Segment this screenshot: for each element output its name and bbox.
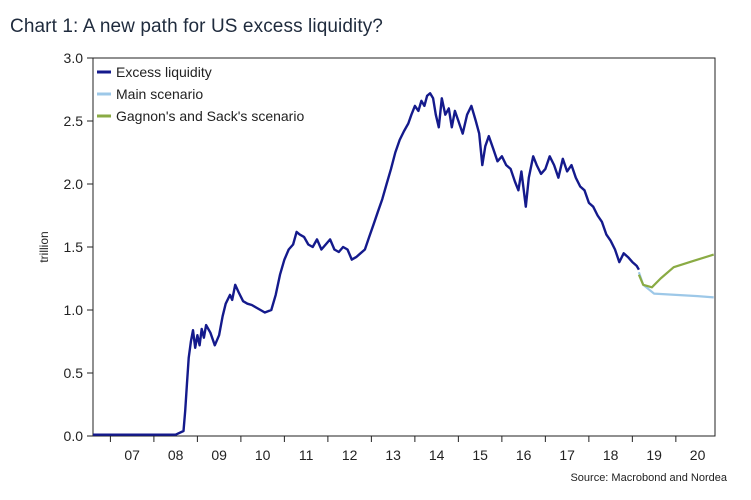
x-tick-label: 19 [646, 447, 662, 463]
x-tick-label: 10 [255, 447, 271, 463]
series-line-1 [93, 92, 640, 436]
chart-series [93, 92, 715, 436]
legend-entry: Excess liquidity [116, 64, 212, 80]
y-tick-label: 0.0 [64, 428, 84, 444]
y-tick-label: 2.0 [64, 176, 84, 192]
y-tick-label: 1.5 [64, 239, 84, 255]
y-tick-label: 2.5 [64, 113, 84, 129]
x-tick-label: 13 [385, 447, 401, 463]
y-tick-label: 0.5 [64, 365, 84, 381]
legend-entry: Gagnon's and Sack's scenario [116, 108, 304, 124]
x-tick-label: 18 [603, 447, 619, 463]
x-tick-label: 15 [472, 447, 488, 463]
series-line-3 [637, 253, 715, 289]
chart-axes: 0.0 0.5 1.0 1.5 2.0 2.5 3.0 07 08 09 10 11 12 13 14 15 1… [37, 50, 716, 463]
y-axis-label: trillion [37, 231, 51, 262]
legend-entry: Main scenario [116, 86, 203, 102]
x-tick-label: 12 [342, 447, 358, 463]
y-tick-label: 1.0 [64, 302, 84, 318]
source-note: Source: Macrobond and Nordea [570, 472, 727, 484]
chart-title: Chart 1: A new path for US excess liquid… [10, 16, 383, 37]
series-line-2 [637, 271, 714, 299]
x-tick-label: 11 [299, 447, 314, 463]
x-tick-label: 08 [168, 447, 184, 463]
y-tick-label: 3.0 [64, 50, 84, 66]
x-tick-label: 09 [211, 447, 227, 463]
x-tick-label: 14 [429, 447, 445, 463]
x-tick-label: 20 [690, 447, 706, 463]
chart-legend: Excess liquidity Main scenario Gagnon's an… [97, 64, 304, 124]
x-tick-label: 16 [516, 447, 532, 463]
x-tick-label: 17 [559, 447, 575, 463]
x-tick-label: 07 [124, 447, 140, 463]
